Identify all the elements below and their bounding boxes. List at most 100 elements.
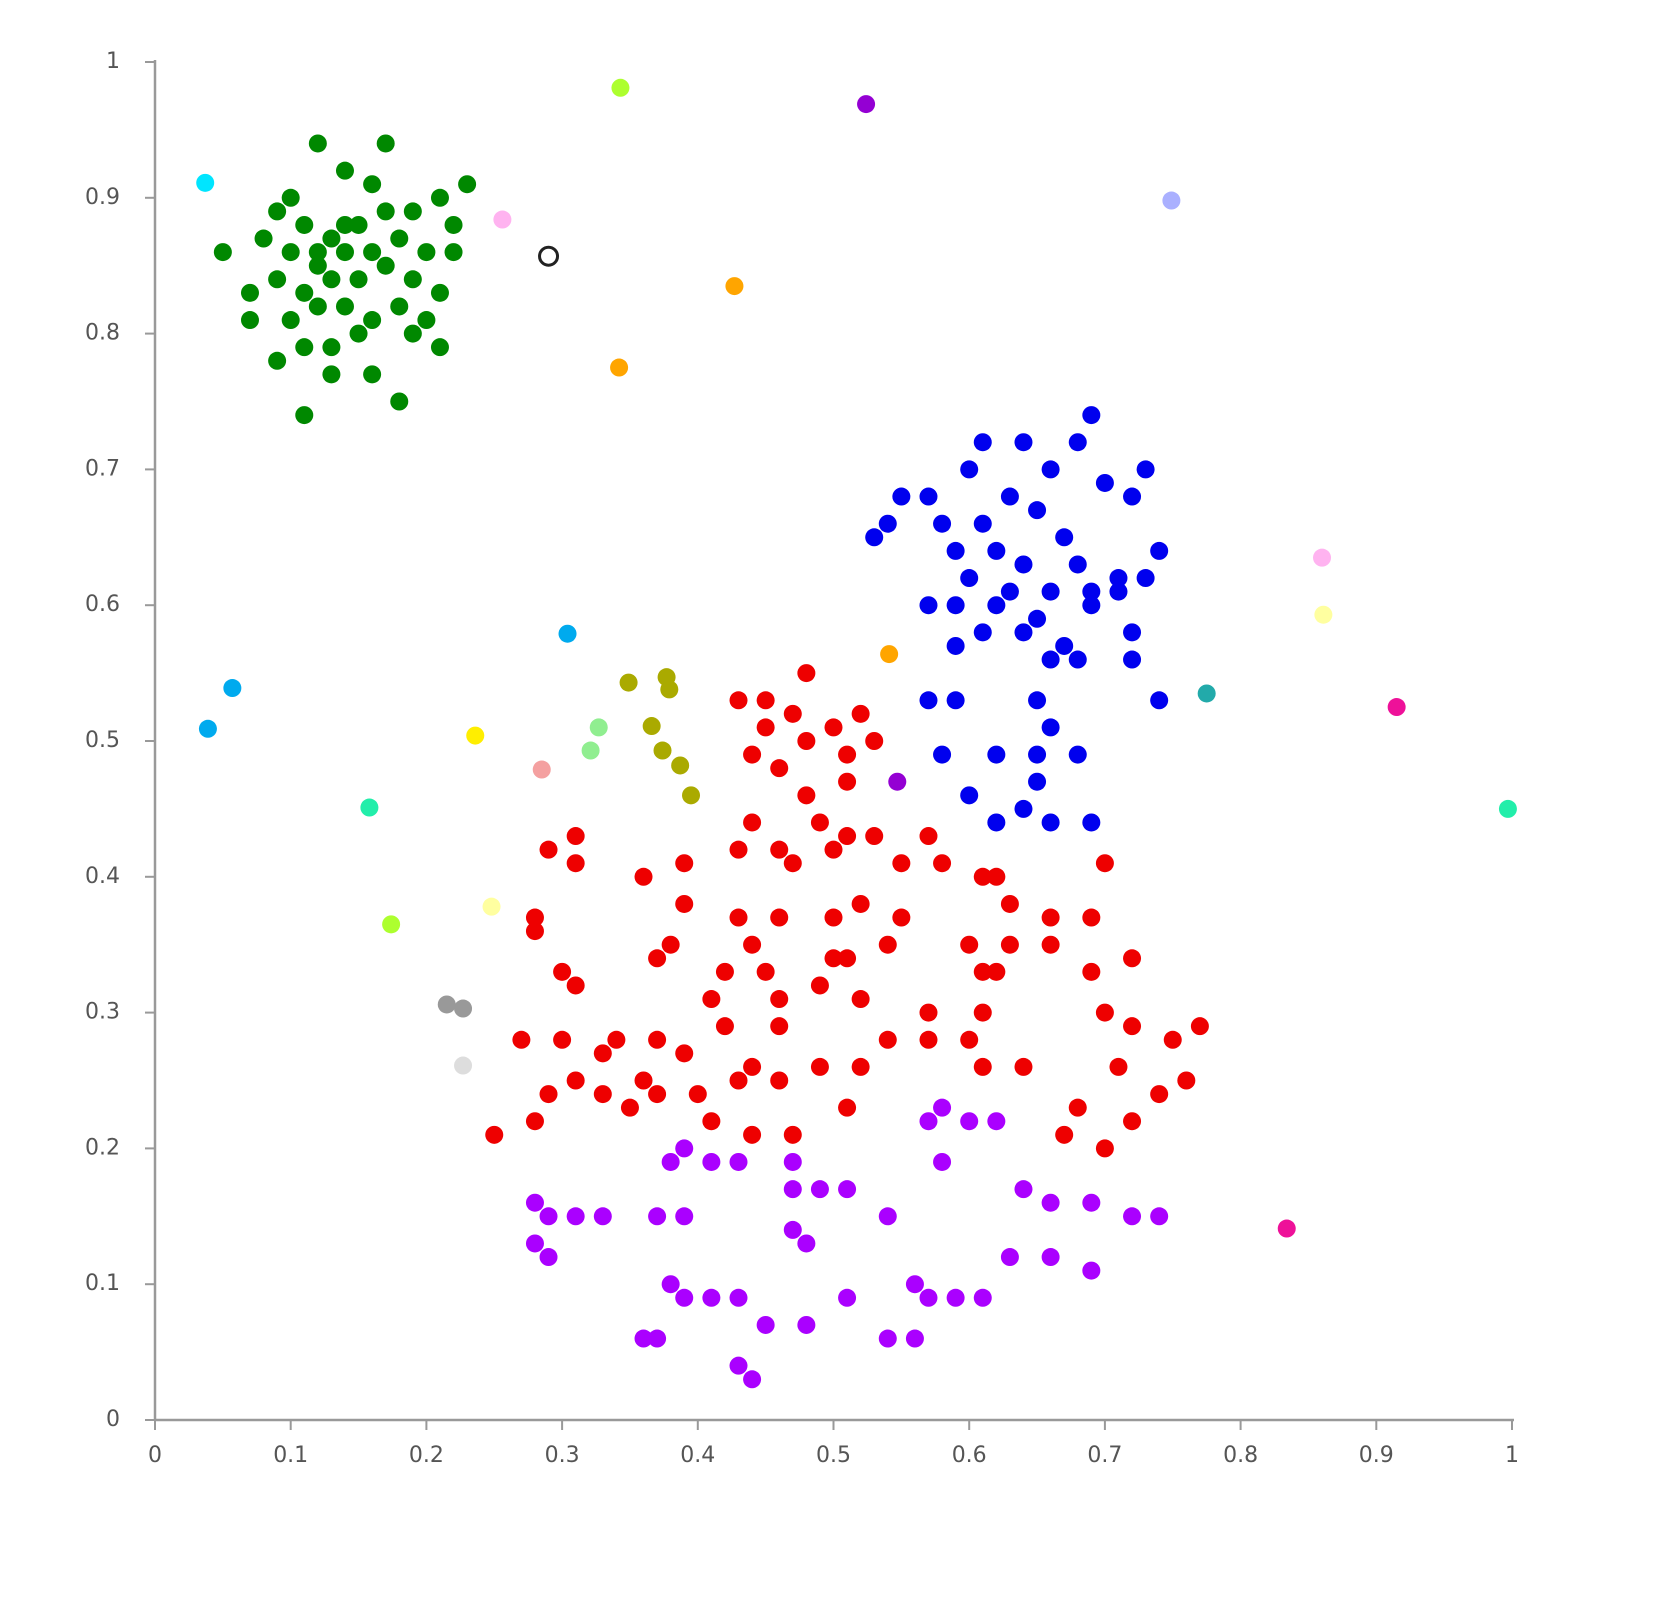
point <box>1028 691 1047 710</box>
y-tick-label: 0.4 <box>85 864 120 889</box>
point <box>729 1356 748 1375</box>
point <box>715 962 734 981</box>
point <box>1068 555 1087 574</box>
point <box>688 1085 707 1104</box>
point <box>973 433 992 452</box>
point <box>675 894 694 913</box>
point <box>892 854 911 873</box>
point <box>454 1056 473 1075</box>
x-tick-label: 1 <box>1505 1443 1519 1468</box>
point <box>1123 1017 1142 1036</box>
point <box>865 732 884 750</box>
point <box>892 908 911 927</box>
point <box>838 827 857 846</box>
point <box>725 277 744 296</box>
point <box>1123 1112 1142 1131</box>
point <box>1314 605 1333 624</box>
point <box>1041 935 1060 954</box>
point <box>335 161 354 180</box>
x-tick-label: 0.7 <box>1087 1443 1122 1468</box>
point <box>295 215 314 234</box>
point <box>960 1030 979 1049</box>
point <box>1197 684 1216 703</box>
point <box>892 487 911 506</box>
point <box>268 202 287 221</box>
point <box>648 1030 667 1049</box>
point <box>797 1315 816 1334</box>
point <box>349 215 368 234</box>
point <box>390 392 409 411</box>
point <box>268 351 287 370</box>
point <box>1028 772 1047 791</box>
point <box>878 1207 897 1226</box>
point <box>198 719 217 738</box>
point <box>1068 1098 1087 1117</box>
point <box>1163 1030 1182 1049</box>
point <box>797 732 816 750</box>
point <box>558 624 577 643</box>
point <box>308 297 327 316</box>
y-tick-label: 0.2 <box>85 1135 120 1160</box>
point <box>851 990 870 1009</box>
point <box>810 976 829 995</box>
point <box>770 990 789 1009</box>
point <box>783 1125 802 1144</box>
y-tick-label: 0.6 <box>85 592 120 617</box>
point <box>810 1057 829 1076</box>
point <box>715 1017 734 1036</box>
point <box>1123 1207 1142 1226</box>
point <box>1082 813 1101 832</box>
point <box>1150 1207 1169 1226</box>
point <box>838 1098 857 1117</box>
point <box>933 854 952 873</box>
x-tick-label: 0.9 <box>1359 1443 1394 1468</box>
point <box>1014 1180 1033 1199</box>
point <box>485 1125 504 1144</box>
y-tick-label: 0.3 <box>85 1000 120 1025</box>
point <box>322 229 341 248</box>
point <box>430 188 449 207</box>
point <box>919 1003 938 1022</box>
point <box>1014 799 1033 818</box>
point <box>648 1329 667 1348</box>
point <box>1277 1219 1296 1238</box>
point <box>1055 528 1074 547</box>
point <box>933 1098 952 1117</box>
point <box>987 541 1006 560</box>
point <box>770 1071 789 1090</box>
point <box>783 1220 802 1239</box>
point <box>987 962 1006 981</box>
point <box>525 908 544 927</box>
point <box>566 1071 585 1090</box>
x-tick-label: 0.8 <box>1223 1443 1258 1468</box>
point <box>729 908 748 927</box>
point <box>538 245 560 267</box>
point <box>838 1288 857 1307</box>
point <box>1041 650 1060 669</box>
point <box>512 1030 531 1049</box>
point <box>973 1288 992 1307</box>
point <box>417 311 436 330</box>
point <box>1028 501 1047 520</box>
point <box>865 528 884 547</box>
point <box>1014 555 1033 574</box>
point <box>430 338 449 357</box>
point <box>905 1275 924 1294</box>
point <box>539 1207 558 1226</box>
point <box>1028 745 1047 764</box>
point <box>960 460 979 479</box>
point <box>960 1112 979 1131</box>
point <box>973 867 992 886</box>
point <box>1041 1248 1060 1267</box>
point <box>824 840 843 859</box>
point <box>566 827 585 846</box>
point <box>919 691 938 710</box>
point <box>1082 596 1101 615</box>
point <box>824 949 843 968</box>
point <box>797 1234 816 1253</box>
point <box>437 995 456 1014</box>
point <box>675 854 694 873</box>
point <box>281 311 300 330</box>
point <box>919 1030 938 1049</box>
